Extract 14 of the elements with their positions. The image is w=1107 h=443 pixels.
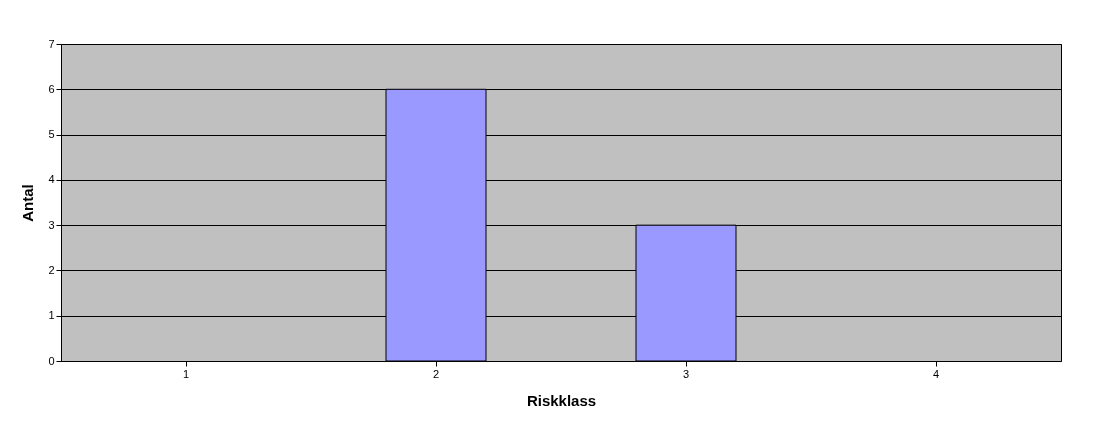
y-tick-label: 0 (48, 354, 55, 367)
x-tick-label: 2 (432, 367, 440, 380)
y-tick-label: 3 (48, 218, 55, 231)
x-tick-label: 1 (182, 367, 190, 380)
x-tick-label: 3 (682, 367, 690, 380)
y-tick-label: 2 (48, 263, 55, 276)
y-tick-label: 4 (48, 173, 55, 186)
x-tick-label: 4 (932, 367, 940, 380)
y-tick-label: 6 (48, 82, 55, 95)
y-tick-label: 5 (48, 128, 55, 141)
y-tick-label: 1 (48, 309, 55, 322)
x-axis-title: Riskklass (526, 391, 597, 409)
y-tick-label: 7 (48, 37, 55, 50)
y-axis-title: Antal (19, 184, 37, 222)
